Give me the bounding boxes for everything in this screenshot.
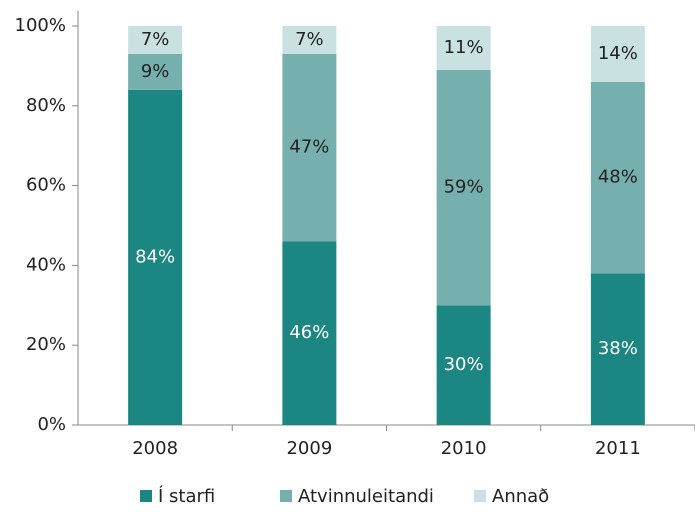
- bar-segment: [590, 26, 645, 82]
- bar-segment: [590, 273, 645, 425]
- y-tick-label: 100%: [15, 15, 66, 36]
- legend-swatch: [474, 490, 486, 502]
- bar-segment: [590, 81, 645, 274]
- bar-segment: [128, 53, 183, 90]
- value-label: 38%: [598, 338, 638, 359]
- bar-segment: [436, 305, 491, 425]
- y-tick-label: 80%: [26, 95, 66, 116]
- bar-segment: [282, 26, 337, 54]
- x-tick-label: 2011: [595, 438, 641, 459]
- value-label: 11%: [444, 37, 484, 58]
- legend-label: Í starfi: [158, 485, 215, 507]
- legend-swatch: [280, 490, 292, 502]
- legend-label: Annað: [492, 486, 549, 507]
- y-tick-label: 60%: [26, 175, 66, 196]
- bar-segment: [128, 26, 183, 54]
- value-label: 7%: [141, 29, 170, 50]
- value-label: 30%: [444, 354, 484, 375]
- legend-swatch: [140, 490, 152, 502]
- value-label: 59%: [444, 177, 484, 198]
- y-tick-label: 20%: [26, 334, 66, 355]
- bar-segment: [282, 241, 337, 425]
- value-label: 46%: [289, 322, 329, 343]
- legend-label: Atvinnuleitandi: [298, 486, 434, 507]
- value-label: 14%: [598, 43, 638, 64]
- x-tick-label: 2010: [441, 438, 487, 459]
- x-tick-label: 2009: [286, 438, 332, 459]
- value-label: 47%: [289, 137, 329, 158]
- bar-segment: [128, 89, 183, 425]
- y-tick-label: 0%: [37, 414, 66, 435]
- x-tick-label: 2008: [132, 438, 178, 459]
- value-label: 9%: [141, 61, 170, 82]
- value-label: 84%: [135, 246, 175, 267]
- bar-segment: [436, 69, 491, 306]
- y-tick-label: 40%: [26, 254, 66, 275]
- bar-segment: [436, 26, 491, 70]
- value-label: 48%: [598, 167, 638, 188]
- value-label: 7%: [295, 29, 324, 50]
- bar-segment: [282, 53, 337, 242]
